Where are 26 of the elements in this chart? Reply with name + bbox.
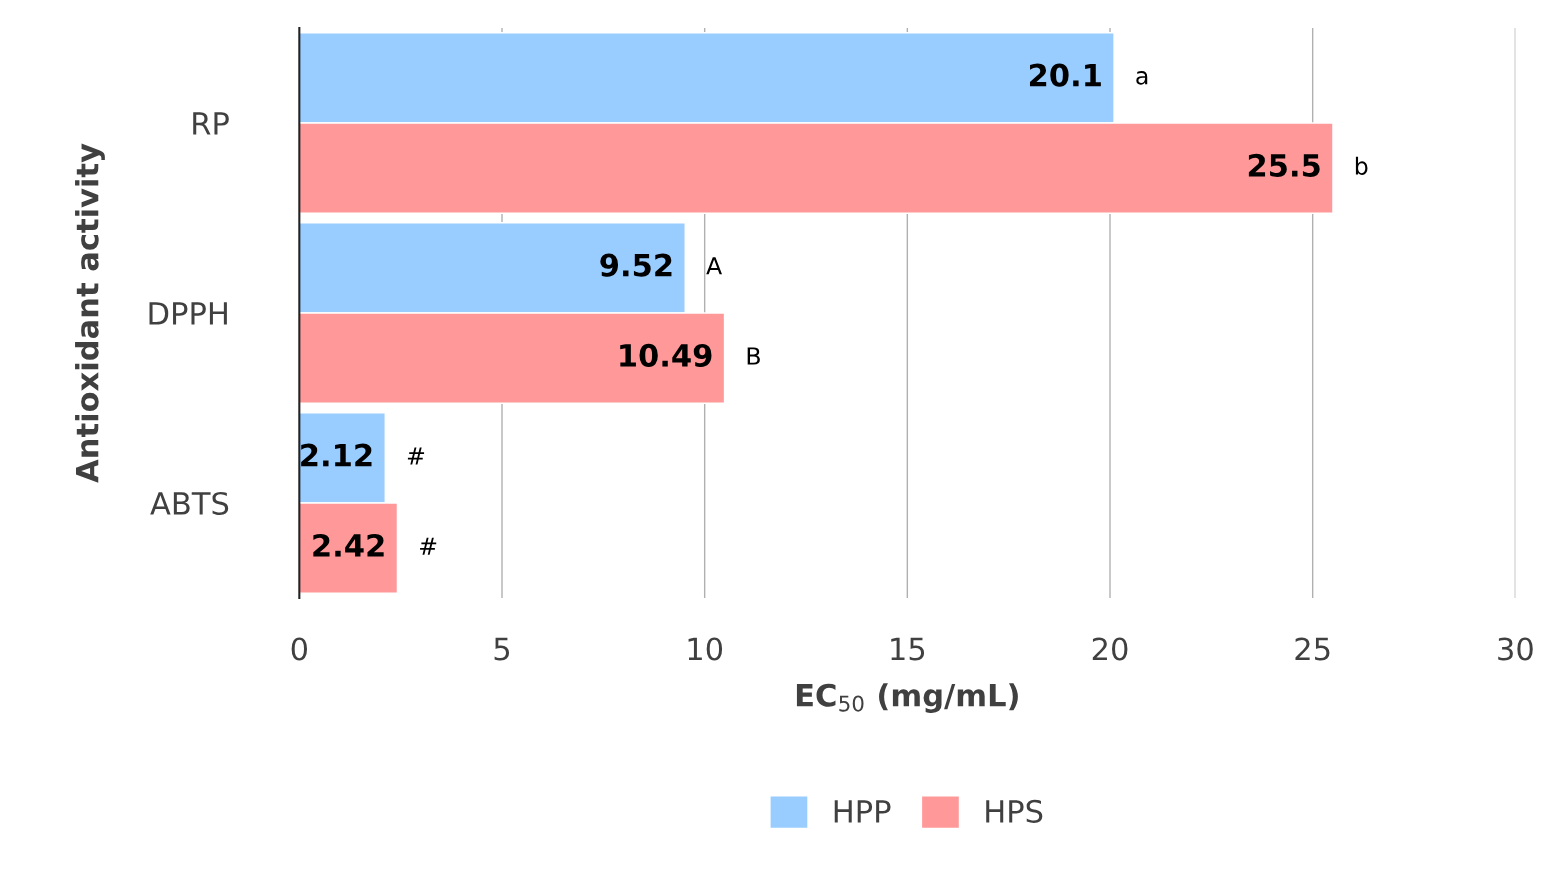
x-tick-label: 20 bbox=[1092, 637, 1128, 661]
legend-label: HPS bbox=[986, 799, 1043, 823]
x-tick-label: 5 bbox=[494, 637, 510, 661]
data-label: 20.1 bbox=[1029, 63, 1101, 87]
annotation: # bbox=[420, 537, 437, 555]
x-axis-title: EC$_{50}$ (mg/mL) bbox=[796, 683, 1018, 713]
y-tick-label: DPPH bbox=[149, 302, 227, 325]
y-tick-label: RP bbox=[193, 112, 229, 135]
data-label: 2.42 bbox=[313, 533, 384, 557]
annotation: a bbox=[1136, 71, 1148, 85]
annotation: # bbox=[407, 447, 425, 465]
data-label: 9.52 bbox=[600, 253, 672, 277]
annotation: A bbox=[706, 257, 722, 275]
data-label: 2.12 bbox=[301, 443, 372, 467]
y-axis-title: Antioxidant activity bbox=[75, 143, 105, 483]
legend-label: HPP bbox=[834, 800, 891, 823]
x-tick-label: 25 bbox=[1295, 637, 1330, 661]
annotation: b bbox=[1355, 156, 1368, 175]
x-tick-label: 10 bbox=[688, 637, 723, 661]
data-label: 10.49 bbox=[620, 343, 712, 367]
y-tick-label: ABTS bbox=[150, 491, 229, 516]
x-tick-label: 30 bbox=[1498, 637, 1533, 661]
x-tick-label: 0 bbox=[291, 637, 308, 661]
data-label: 25.5 bbox=[1248, 153, 1320, 177]
x-tick-label: 15 bbox=[891, 637, 925, 661]
annotation: B bbox=[747, 347, 760, 365]
